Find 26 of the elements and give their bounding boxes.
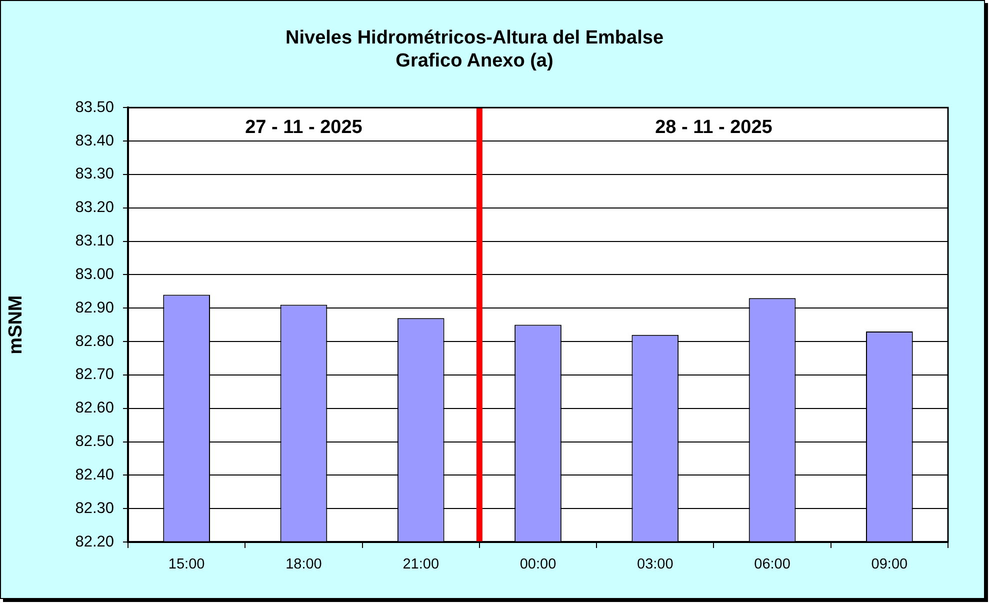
chart-subtitle: Grafico Anexo (a): [396, 50, 554, 72]
y-tick-label: 83.40: [75, 132, 114, 150]
y-tick-label: 82.60: [75, 400, 114, 417]
y-tick-label: 82.90: [75, 299, 114, 316]
y-tick-label: 82.40: [75, 466, 114, 484]
annotation: 28 - 11 - 2025: [655, 116, 773, 138]
x-tick-label: 03:00: [636, 556, 674, 573]
y-tick-label: 82.20: [75, 533, 114, 550]
chart-title: Niveles Hidrométricos-Altura del Embalse: [285, 28, 664, 49]
x-tick-label: 09:00: [871, 556, 908, 573]
y-tick-label: 82.50: [75, 433, 114, 450]
x-tick-label: 15:00: [168, 556, 205, 573]
y-tick-label: 82.30: [75, 500, 114, 517]
y-tick-label: 83.20: [75, 199, 114, 216]
y-tick-label: 82.70: [75, 366, 114, 384]
y-tick-label: 83.00: [75, 266, 114, 283]
x-tick-label: 00:00: [520, 556, 556, 573]
x-tick-label: 18:00: [286, 556, 322, 573]
y-tick-label: 83.50: [75, 98, 114, 116]
x-tick-label: 06:00: [754, 556, 790, 573]
x-tick-label: 21:00: [402, 556, 440, 573]
y-tick-label: 82.80: [75, 332, 114, 350]
y-tick-label: 83.30: [75, 166, 114, 183]
y-tick-label: 83.10: [75, 232, 114, 250]
annotation: 27 - 11 - 2025: [245, 116, 363, 138]
y-axis-title: mSNM: [6, 295, 27, 354]
